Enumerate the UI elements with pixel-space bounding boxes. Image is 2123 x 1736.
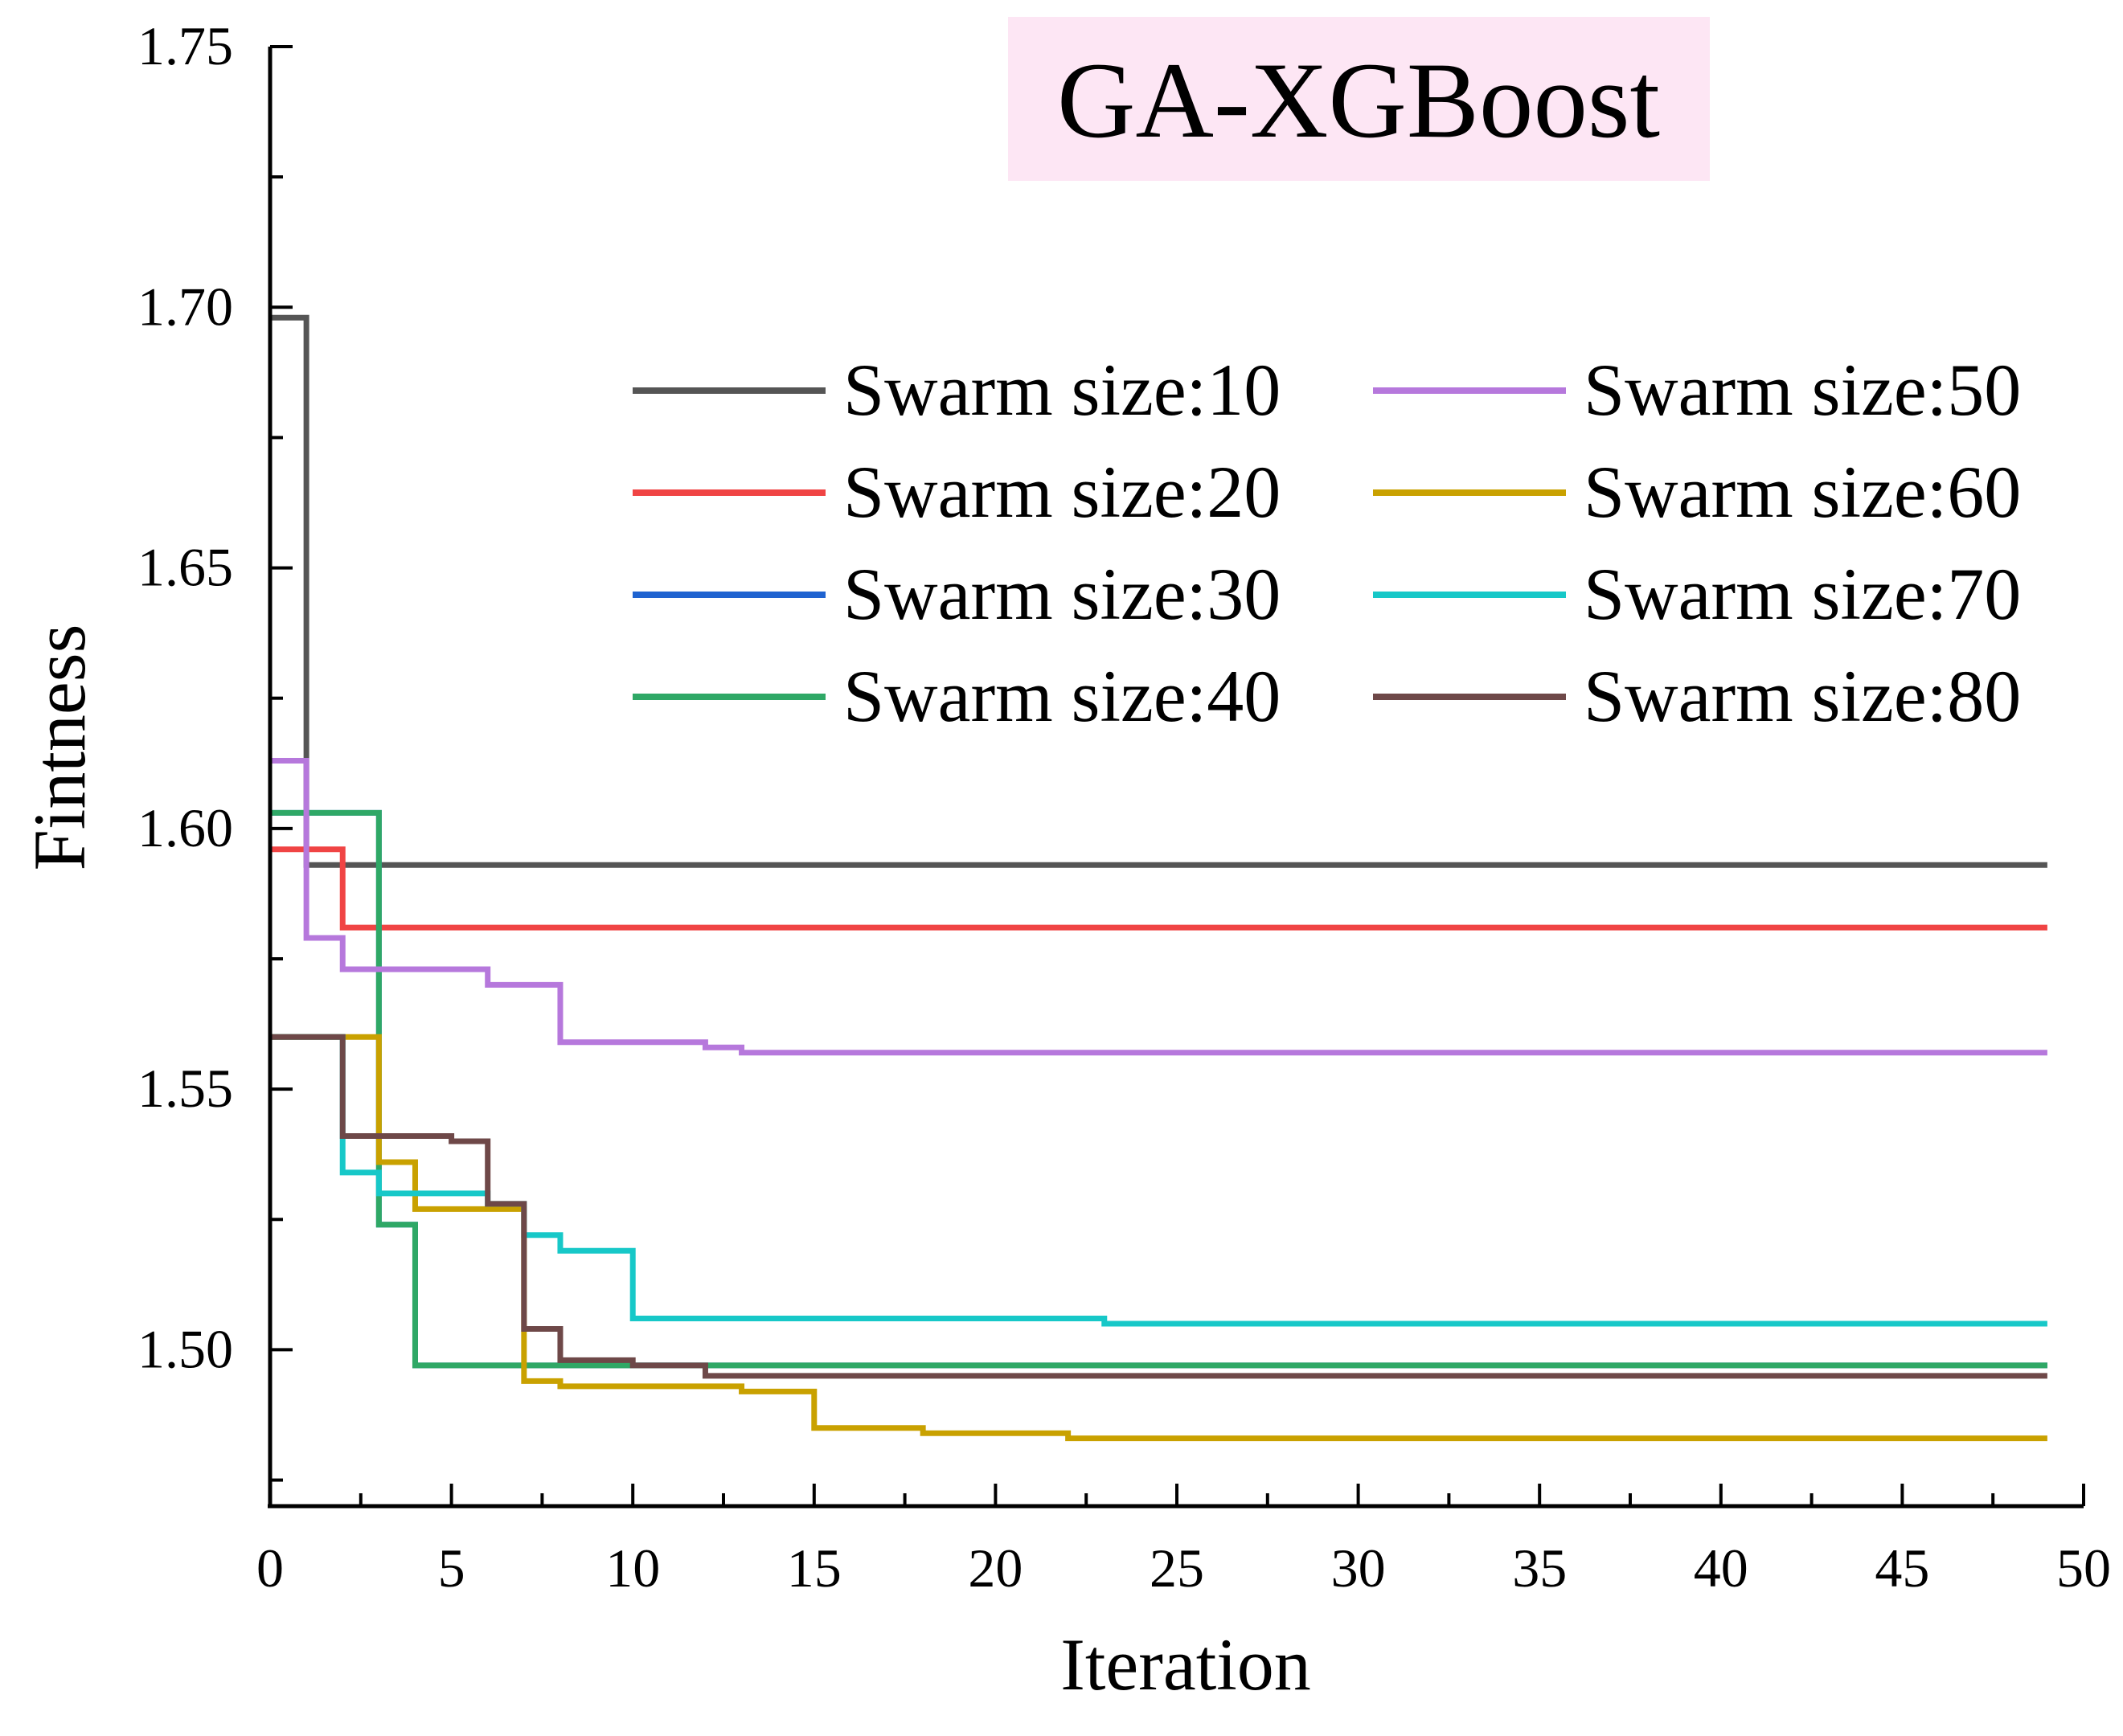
legend-label: Swarm size:60	[1584, 451, 2021, 533]
x-tick-label: 0	[256, 1537, 284, 1599]
series-lines	[270, 314, 2047, 1442]
legend-label: Swarm size:20	[843, 451, 1281, 533]
legend-label: Swarm size:50	[1584, 349, 2021, 431]
legend-label: Swarm size:80	[1584, 655, 2021, 737]
legend-label: Swarm size:40	[843, 655, 1281, 737]
x-tick-label: 30	[1331, 1537, 1386, 1599]
y-tick-label: 1.55	[137, 1058, 233, 1119]
title-background	[1008, 17, 1710, 181]
series-line-swarm-size-10	[270, 314, 2047, 868]
legend: Swarm size:10 Swarm size:20 Swarm size:30 S…	[633, 349, 2021, 737]
series-line-swarm-size-70	[270, 1034, 2047, 1327]
x-tick-label: 35	[1512, 1537, 1567, 1599]
series-line-swarm-size-80	[270, 1034, 2047, 1379]
x-axis-label: Iteration	[1060, 1623, 1311, 1705]
series-line-swarm-size-50	[270, 758, 2047, 1056]
series-line-swarm-size-40	[270, 809, 2047, 1369]
series-line-swarm-size-30	[270, 809, 2047, 1369]
y-tick-label: 1.50	[137, 1318, 233, 1379]
legend-label: Swarm size:70	[1584, 553, 2021, 635]
x-tick-label: 15	[787, 1537, 842, 1599]
legend-label: Swarm size:30	[843, 553, 1281, 635]
y-tick-label: 1.70	[137, 276, 233, 337]
x-tick-label: 50	[2056, 1537, 2111, 1599]
y-tick-label: 1.75	[137, 15, 233, 76]
y-axis-label: Fintness	[18, 624, 100, 871]
x-tick-label: 20	[968, 1537, 1023, 1599]
y-tick-label: 1.65	[137, 537, 233, 598]
x-tick-label: 5	[438, 1537, 465, 1599]
x-tick-label: 45	[1875, 1537, 1929, 1599]
y-tick-label: 1.60	[137, 797, 233, 858]
x-tick-label: 10	[605, 1537, 660, 1599]
legend-label: Swarm size:10	[843, 349, 1281, 431]
axis-ticks: 0 5 10 15 20 25 30 35 40 45 50 1.50 1.55 1.60 1.65 1.70…	[137, 15, 2111, 1599]
series-line-swarm-size-60	[270, 1034, 2047, 1442]
chart-title: GA-XGBoost	[1057, 41, 1660, 161]
series-line-swarm-size-20	[270, 846, 2047, 931]
x-tick-label: 40	[1694, 1537, 1748, 1599]
x-tick-label: 25	[1150, 1537, 1204, 1599]
